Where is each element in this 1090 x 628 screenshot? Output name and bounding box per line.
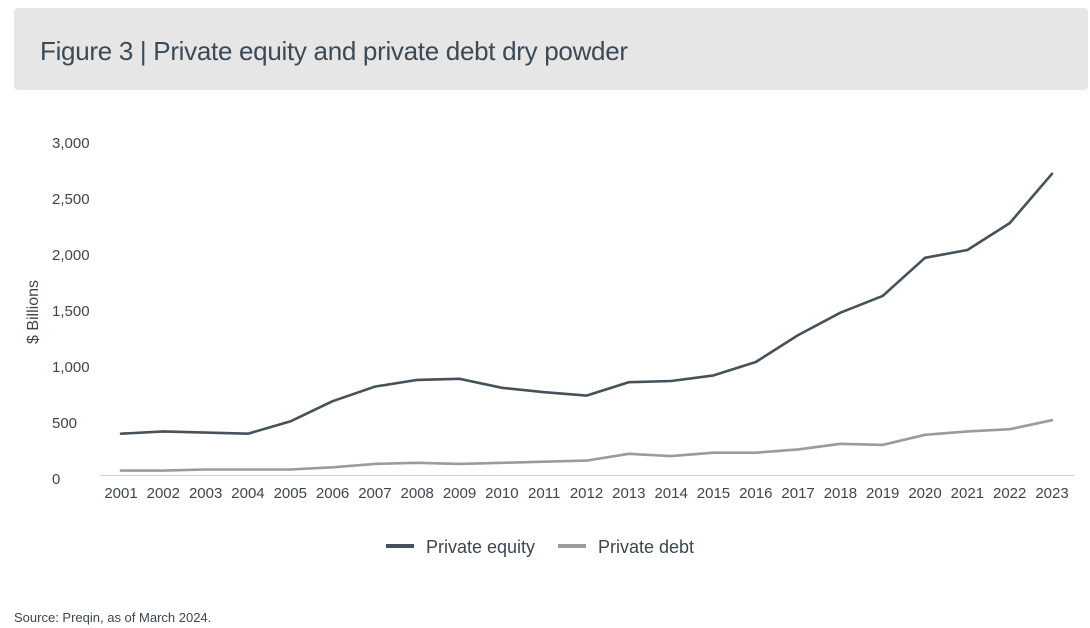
x-tick-label: 2022 [993, 485, 1026, 502]
x-tick-label: 2013 [612, 485, 645, 502]
y-tick-label: 2,000 [52, 247, 90, 264]
x-tick-label: 2018 [824, 485, 857, 502]
x-axis: 2001 2002 2003 2004 2005 2006 2007 2008 2009 2010… [100, 475, 1074, 502]
figure-header: Figure 3 | Private equity and private de… [14, 8, 1088, 90]
x-tick-label: 2010 [485, 485, 518, 502]
x-tick-label: 2023 [1035, 485, 1068, 502]
x-tick-label: 2019 [866, 485, 899, 502]
y-tick-label: 1,000 [52, 359, 90, 376]
x-tick-label: 2015 [697, 485, 730, 502]
x-tick-label: 2005 [274, 485, 307, 502]
x-tick-label: 2002 [147, 485, 180, 502]
figure-title: Figure 3 | Private equity and private de… [40, 36, 628, 66]
x-tick-label: 2009 [443, 485, 476, 502]
x-tick-label: 2011 [528, 485, 560, 502]
legend: Private equity Private debt [386, 537, 694, 557]
x-tick-label: 2014 [654, 485, 687, 502]
x-tick-label: 2008 [401, 485, 434, 502]
x-tick-label: 2006 [316, 485, 349, 502]
legend-label: Private equity [426, 537, 535, 557]
x-tick-label: 2004 [231, 485, 264, 502]
series-lines [119, 172, 1054, 472]
y-axis: 0 500 1,000 1,500 2,000 2,500 3,000 $ Billions [25, 135, 90, 488]
x-tick-label: 2003 [189, 485, 222, 502]
x-tick-label: 2016 [739, 485, 772, 502]
x-tick-label: 2012 [570, 485, 603, 502]
y-tick-label: 0 [52, 471, 60, 488]
private-equity-line [119, 172, 1054, 436]
legend-label: Private debt [598, 537, 694, 557]
y-tick-label: 2,500 [52, 191, 90, 208]
y-tick-label: 1,500 [52, 303, 90, 320]
x-tick-label: 2021 [951, 485, 984, 502]
x-tick-label: 2020 [908, 485, 941, 502]
x-tick-label: 2001 [104, 485, 137, 502]
y-axis-label: $ Billions [25, 280, 42, 344]
source-note: Source: Preqin, as of March 2024. [14, 610, 212, 625]
x-tick-label: 2007 [358, 485, 391, 502]
x-tick-label: 2017 [781, 485, 814, 502]
y-tick-label: 3,000 [52, 135, 90, 152]
private-debt-line [119, 418, 1054, 472]
y-tick-label: 500 [52, 415, 77, 432]
